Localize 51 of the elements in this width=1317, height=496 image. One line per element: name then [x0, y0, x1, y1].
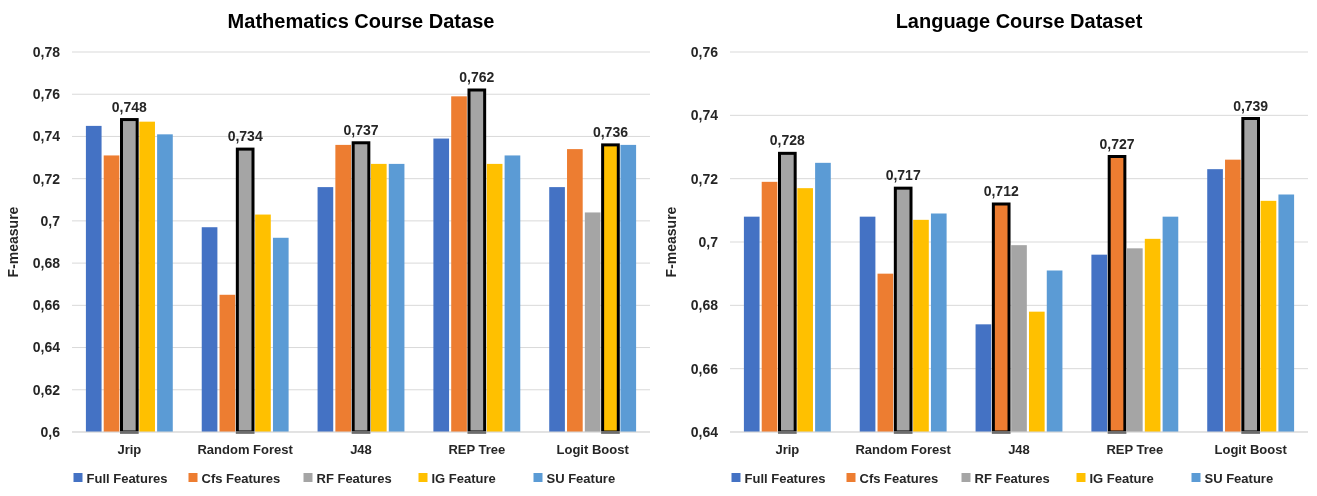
x-tick-label: Jrip	[117, 442, 142, 457]
data-label: 0,727	[1099, 135, 1135, 152]
legend-label: SU Feature	[546, 470, 616, 486]
y-tick-label: 0,78	[32, 43, 61, 60]
legend-label: IG Feature	[1089, 470, 1154, 486]
chart-title: Language Course Dataset	[895, 10, 1143, 32]
y-tick-label: 0,6	[40, 423, 61, 440]
chart-title: Mathematics Course Datase	[227, 10, 495, 32]
y-axis-title: F-measure	[5, 206, 21, 278]
legend-label: Full Features	[86, 470, 168, 486]
data-label: 0,736	[592, 123, 629, 140]
legend-label: Full Features	[744, 470, 826, 486]
x-tick-label: REP Tree	[1106, 442, 1164, 457]
y-tick-label: 0,74	[690, 107, 719, 124]
x-tick-label: Logit Boost	[1214, 442, 1288, 457]
x-tick-label: REP Tree	[448, 442, 506, 457]
x-tick-label: Jrip	[775, 442, 800, 457]
data-label: 0,734	[227, 128, 263, 145]
legend-label: IG Feature	[431, 470, 496, 486]
y-tick-label: 0,64	[32, 339, 61, 356]
data-label: 0,737	[343, 121, 379, 138]
y-tick-label: 0,64	[690, 423, 719, 440]
y-tick-label: 0,7	[40, 212, 61, 229]
data-label: 0,748	[111, 98, 148, 115]
y-tick-label: 0,68	[32, 255, 61, 272]
x-tick-label: J48	[350, 442, 372, 457]
y-tick-label: 0,76	[690, 43, 719, 60]
legend-label: RF Features	[316, 470, 392, 486]
data-label: 0,712	[983, 183, 1019, 199]
y-tick-label: 0,74	[32, 128, 61, 145]
x-tick-label: J48	[1008, 442, 1030, 457]
data-label: 0,762	[459, 69, 495, 85]
x-tick-label: Random Forest	[197, 442, 294, 457]
x-tick-label: Logit Boost	[556, 442, 630, 457]
y-tick-label: 0,7	[698, 233, 719, 250]
legend-label: Cfs Features	[201, 470, 281, 486]
legend-label: Cfs Features	[859, 470, 939, 486]
x-tick-label: Random Forest	[855, 442, 952, 457]
data-label: 0,728	[769, 132, 806, 149]
y-tick-label: 0,66	[32, 297, 61, 314]
y-tick-label: 0,72	[690, 170, 719, 187]
y-tick-label: 0,66	[690, 360, 719, 377]
y-tick-label: 0,62	[32, 381, 61, 398]
y-tick-label: 0,72	[32, 170, 61, 187]
data-label: 0,739	[1233, 97, 1269, 114]
y-tick-label: 0,76	[32, 86, 61, 103]
y-tick-label: 0,68	[690, 297, 719, 314]
legend-label: SU Feature	[1204, 470, 1274, 486]
y-axis-title: F-measure	[663, 206, 679, 278]
legend-label: RF Features	[974, 470, 1050, 486]
data-label: 0,717	[885, 167, 921, 184]
